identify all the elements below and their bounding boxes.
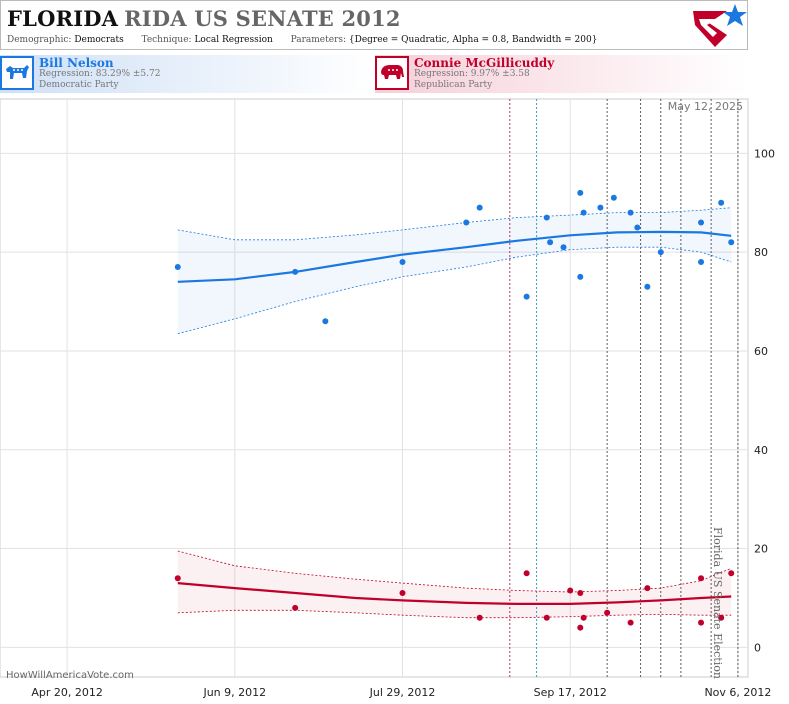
date-stamp: May 12, 2025 (668, 100, 743, 113)
event-lines (509, 99, 739, 677)
poll-point (627, 209, 634, 216)
poll-point (523, 570, 530, 577)
poll-point (698, 575, 705, 582)
x-tick-label: Nov 6, 2012 (704, 686, 771, 699)
poll-point (698, 219, 705, 226)
y-tick-label: 20 (754, 543, 768, 556)
poll-point (577, 189, 584, 196)
poll-point (577, 273, 584, 280)
poll-point (634, 224, 641, 231)
poll-point (728, 570, 735, 577)
poll-point (463, 219, 470, 226)
candidate-regression: Regression: 83.29% ±5.72 (39, 69, 161, 79)
poll-point (547, 239, 554, 246)
poll-point (604, 609, 611, 616)
page-title: FLORIDA RIDA US SENATE 2012 (7, 6, 401, 31)
elephant-icon (375, 56, 409, 90)
candidate-panel-mcgillicuddy: Connie McGillicuddy Regression: 9.97% ±3… (375, 55, 747, 93)
poll-point (322, 318, 329, 325)
lower-bound-line (177, 246, 732, 335)
poll-point (644, 585, 651, 592)
regression-line (177, 230, 732, 283)
upper-bound-line (177, 207, 732, 241)
candidate-name: Connie McGillicuddy (414, 56, 555, 70)
poll-points (174, 189, 735, 631)
poll-point (597, 204, 604, 211)
site-credit: HowWillAmericaVote.com (6, 670, 134, 681)
candidate-regression: Regression: 9.97% ±3.58 (414, 69, 530, 79)
state-name: FLORIDA (7, 6, 119, 31)
poll-point (174, 575, 181, 582)
poll-point (657, 249, 664, 256)
lower-bound-line (177, 609, 732, 619)
grid-lines (0, 99, 748, 677)
plot-area (0, 98, 749, 678)
x-tick-label: Jul 29, 2012 (369, 686, 436, 699)
y-tick-label: 60 (754, 345, 768, 358)
poll-point (580, 614, 587, 621)
demographic-label: Demographic: (7, 35, 72, 45)
poll-point (577, 624, 584, 631)
demographic-value: Democrats (74, 35, 124, 45)
poll-point (399, 590, 406, 597)
chart-header: FLORIDA RIDA US SENATE 2012 Demographic: … (0, 0, 748, 50)
race-name: RIDA US SENATE 2012 (124, 6, 401, 31)
poll-point (543, 614, 550, 621)
parameters-label: Parameters: (290, 35, 347, 45)
y-tick-label: 0 (754, 641, 761, 654)
poll-point (698, 259, 705, 266)
poll-chart: 0 20 40 60 80 100 Apr 20, 2012 Jun 9, 2012 Jul … (0, 98, 775, 699)
regression-line (177, 582, 732, 605)
regression-lines (177, 230, 732, 605)
poll-point (543, 214, 550, 221)
confidence-band (177, 207, 732, 334)
upper-bound-line (177, 550, 732, 593)
poll-point (718, 199, 725, 206)
poll-point (718, 614, 725, 621)
x-axis: Apr 20, 2012 Jun 9, 2012 Jul 29, 2012 Sep 1… (31, 686, 771, 699)
technique-label: Technique: (141, 35, 192, 45)
poll-point (644, 283, 651, 290)
poll-point (476, 614, 483, 621)
y-tick-label: 80 (754, 246, 768, 259)
poll-point (610, 194, 617, 201)
technique-value: Local Regression (194, 35, 273, 45)
donkey-icon (0, 56, 34, 90)
y-axis: 0 20 40 60 80 100 (754, 147, 775, 654)
poll-point (292, 268, 299, 275)
y-tick-label: 40 (754, 444, 768, 457)
candidate-panel-nelson: Bill Nelson Regression: 83.29% ±5.72 Dem… (0, 55, 375, 93)
poll-point (174, 263, 181, 270)
candidate-name: Bill Nelson (39, 56, 114, 70)
poll-point (698, 619, 705, 626)
poll-point (523, 293, 530, 300)
x-tick-label: Apr 20, 2012 (31, 686, 103, 699)
poll-point (292, 604, 299, 611)
poll-point (567, 587, 574, 594)
confidence-bands (177, 207, 732, 619)
poll-point (580, 209, 587, 216)
candidate-party: Republican Party (414, 80, 493, 90)
poll-point (476, 204, 483, 211)
parameters-value: {Degree = Quadratic, Alpha = 0.8, Bandwi… (348, 35, 598, 45)
poll-point (399, 259, 406, 266)
x-tick-label: Sep 17, 2012 (534, 686, 607, 699)
confidence-band (177, 551, 732, 618)
poll-point (627, 619, 634, 626)
site-logo-icon (693, 4, 747, 47)
poll-point (728, 239, 735, 246)
poll-point (577, 590, 584, 597)
election-label: Florida US Senate Election (711, 527, 724, 679)
candidate-party: Democratic Party (39, 80, 119, 90)
x-tick-label: Jun 9, 2012 (202, 686, 266, 699)
poll-point (560, 244, 567, 251)
y-tick-label: 100 (754, 147, 775, 160)
parameters-line: Demographic: Democrats Technique: Local … (7, 35, 597, 45)
